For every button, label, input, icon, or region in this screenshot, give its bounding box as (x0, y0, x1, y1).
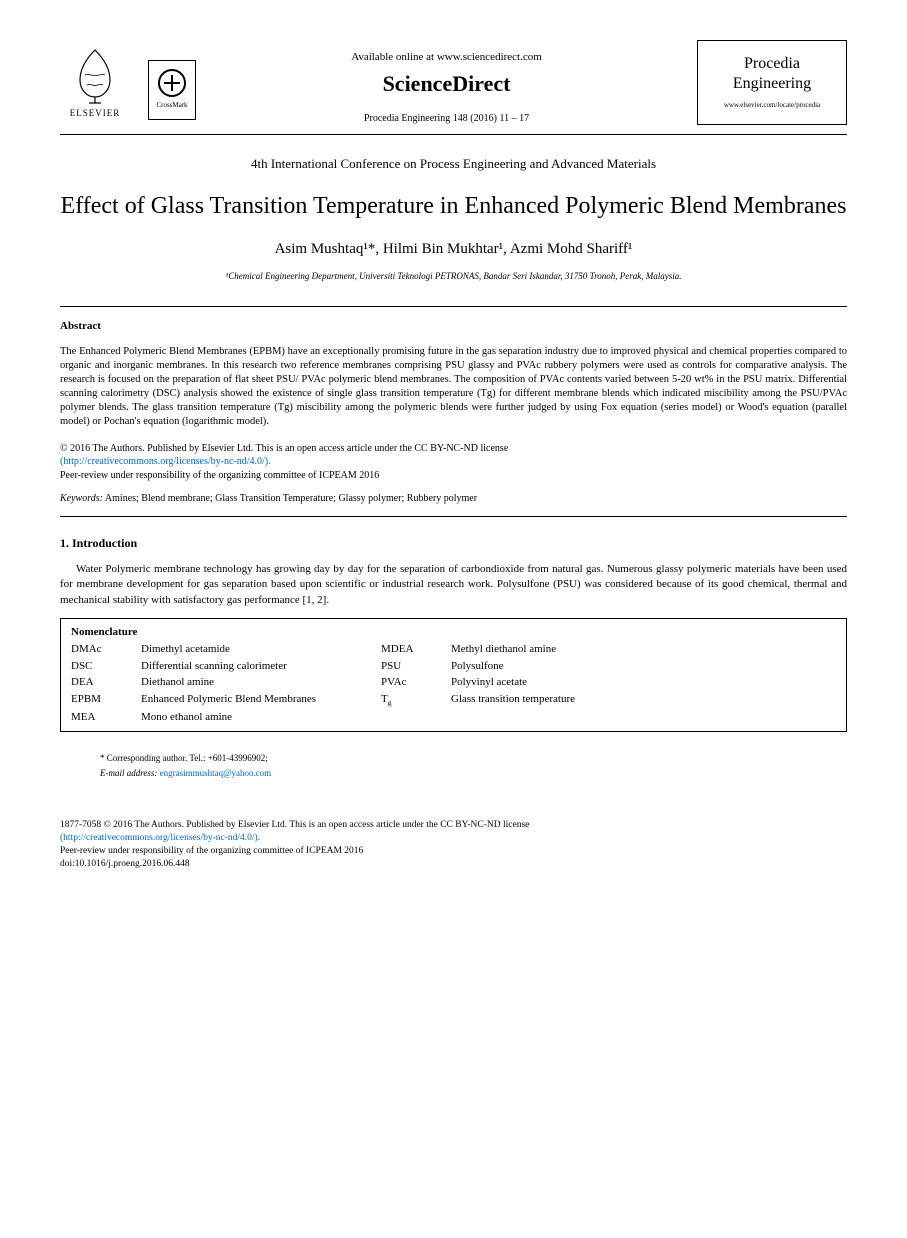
authors-line: Asim Mushtaq¹*, Hilmi Bin Mukhtar¹, Azmi… (60, 239, 847, 260)
nomenclature-cell: Diethanol amine (141, 675, 381, 690)
nomenclature-cell: Tg (381, 692, 451, 709)
nomenclature-cell: MEA (71, 710, 141, 725)
corresponding-author: * Corresponding author. Tel.: +601-43996… (100, 752, 847, 765)
email-line: E-mail address: engrasimmushtaq@yahoo.co… (100, 767, 847, 780)
keywords-bottom-rule (60, 516, 847, 517)
crossmark-box[interactable]: CrossMark (148, 60, 196, 120)
abstract-heading: Abstract (60, 319, 847, 334)
nomenclature-box: Nomenclature DMAcDimethyl acetamideMDEAM… (60, 618, 847, 732)
elsevier-logo: ELSEVIER (60, 40, 130, 120)
nomenclature-cell: EPBM (71, 692, 141, 709)
intro-heading: 1. Introduction (60, 535, 847, 552)
email-address[interactable]: engrasimmushtaq@yahoo.com (160, 768, 272, 778)
abstract-text: The Enhanced Polymeric Blend Membranes (… (60, 345, 847, 430)
nomenclature-cell: Methyl diethanol amine (451, 642, 836, 657)
left-logos: ELSEVIER CrossMark (60, 40, 196, 120)
keywords-text: Amines; Blend membrane; Glass Transition… (103, 493, 477, 504)
keywords-block: Keywords: Amines; Blend membrane; Glass … (60, 492, 847, 506)
nomenclature-cell: Dimethyl acetamide (141, 642, 381, 657)
citation-line: Procedia Engineering 148 (2016) 11 – 17 (196, 112, 697, 126)
sciencedirect-logo: ScienceDirect (196, 69, 697, 100)
nomenclature-cell: PSU (381, 659, 451, 674)
paper-title: Effect of Glass Transition Temperature i… (60, 191, 847, 222)
affiliation-line: ¹Chemical Engineering Department, Univer… (60, 270, 847, 283)
footer-doi: doi:10.1016/j.proeng.2016.06.448 (60, 859, 190, 869)
nomenclature-cell (381, 710, 451, 725)
nomenclature-cell: Differential scanning calorimeter (141, 659, 381, 674)
journal-box: Procedia Engineering www.elsevier.com/lo… (697, 40, 847, 125)
journal-url: www.elsevier.com/locate/procedia (724, 101, 820, 111)
email-label: E-mail address: (100, 768, 160, 778)
elsevier-tree-icon (65, 45, 125, 105)
nomenclature-cell: DEA (71, 675, 141, 690)
journal-name: Procedia Engineering (733, 54, 811, 92)
elsevier-label: ELSEVIER (70, 107, 121, 120)
nomenclature-grid: DMAcDimethyl acetamideMDEAMethyl diethan… (71, 642, 836, 725)
header-row: ELSEVIER CrossMark Available online at w… (60, 40, 847, 126)
nomenclature-cell: MDEA (381, 642, 451, 657)
center-header: Available online at www.sciencedirect.co… (196, 40, 697, 126)
footer-block: 1877-7058 © 2016 The Authors. Published … (60, 819, 847, 870)
journal-name-line2: Engineering (733, 75, 811, 92)
nomenclature-cell: DSC (71, 659, 141, 674)
journal-name-line1: Procedia (744, 55, 800, 72)
crossmark-label: CrossMark (156, 101, 187, 111)
nomenclature-cell: DMAc (71, 642, 141, 657)
header-divider (60, 134, 847, 135)
abstract-top-rule (60, 306, 847, 307)
footer-peer-line: Peer-review under responsibility of the … (60, 846, 363, 856)
conference-line: 4th International Conference on Process … (60, 155, 847, 173)
footer-issn-line: 1877-7058 © 2016 The Authors. Published … (60, 820, 529, 830)
keywords-label: Keywords: (60, 493, 103, 504)
footer-license-link[interactable]: (http://creativecommons.org/licenses/by-… (60, 833, 260, 843)
nomenclature-title: Nomenclature (71, 625, 836, 640)
peer-review-line: Peer-review under responsibility of the … (60, 470, 379, 481)
nomenclature-cell: Mono ethanol amine (141, 710, 381, 725)
copyright-block: © 2016 The Authors. Published by Elsevie… (60, 442, 847, 483)
nomenclature-cell: Glass transition temperature (451, 692, 836, 709)
license-link[interactable]: (http://creativecommons.org/licenses/by-… (60, 456, 271, 467)
available-online-line: Available online at www.sciencedirect.co… (196, 50, 697, 65)
nomenclature-cell: Polysulfone (451, 659, 836, 674)
copyright-line1: © 2016 The Authors. Published by Elsevie… (60, 443, 508, 454)
nomenclature-cell: Enhanced Polymeric Blend Membranes (141, 692, 381, 709)
crossmark-icon (158, 69, 186, 97)
intro-paragraph: Water Polymeric membrane technology has … (60, 562, 847, 608)
nomenclature-cell: Polyvinyl acetate (451, 675, 836, 690)
nomenclature-cell: PVAc (381, 675, 451, 690)
nomenclature-cell (451, 710, 836, 725)
